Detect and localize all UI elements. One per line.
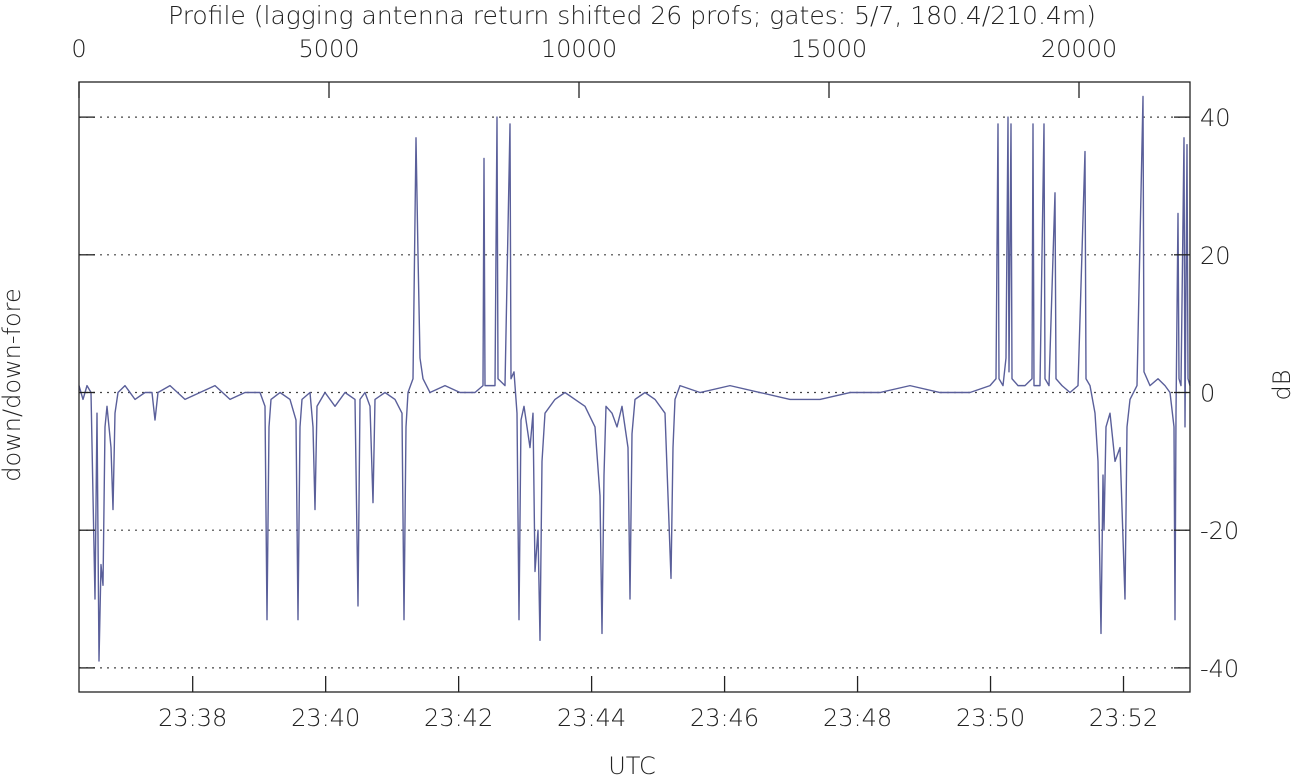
x2-tick-label: 23:48 [823,704,892,732]
data-line [78,95,1191,662]
x-tick-label: 20000 [1041,35,1117,63]
x-tick-label: 10000 [541,35,617,63]
x2-tick-label: 23:44 [557,704,626,732]
y2-tick-label: 0 [1200,380,1215,408]
chart-title: Profile (lagging antenna return shifted … [168,1,1096,30]
x2-tick-label: 23:50 [956,704,1025,732]
x2-tick-label: 23:52 [1089,704,1158,732]
y2-axis-label: dB [1268,370,1296,401]
plot-frame [78,81,1191,693]
y2-tick-label: -20 [1200,517,1239,545]
y2-tick-label: 20 [1200,242,1231,270]
x-tick-label: 15000 [791,35,867,63]
x2-tick-label: 23:40 [291,704,360,732]
x2-axis-label: UTC [608,752,656,778]
x-tick-label: 5000 [298,35,359,63]
x2-tick-label: 23:46 [690,704,759,732]
y2-tick-label: 40 [1200,104,1231,132]
y2-tick-label: -40 [1200,655,1239,683]
x2-tick-label: 23:38 [158,704,227,732]
y-axis-label: down/down-fore [0,288,26,482]
x2-tick-label: 23:42 [424,704,493,732]
x-tick-label: 0 [71,35,86,63]
